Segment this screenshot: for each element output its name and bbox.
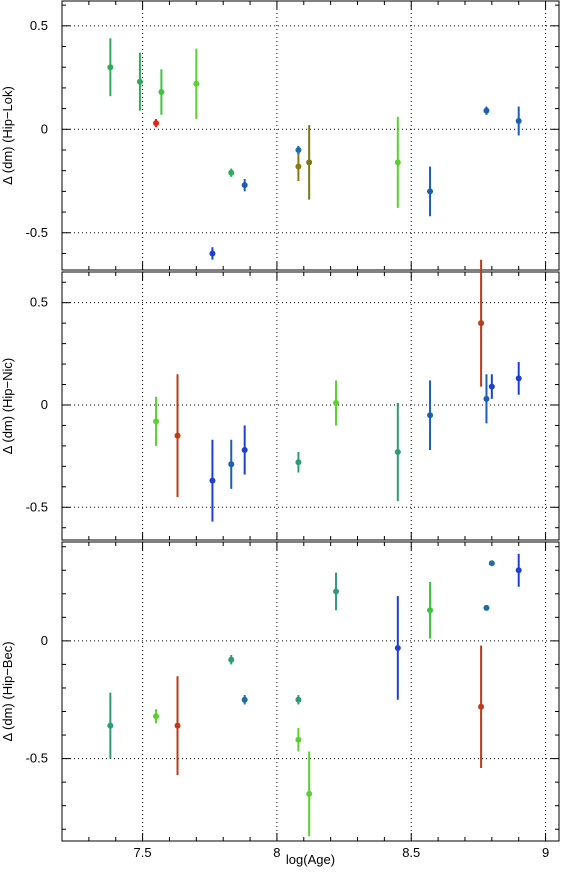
panel-frame	[61, 271, 560, 541]
data-point	[228, 656, 235, 663]
data-point	[174, 432, 181, 439]
data-point	[306, 159, 313, 166]
data-point	[478, 703, 485, 710]
y-axis-label: Δ (dm) (Hip−Lok)	[0, 86, 15, 185]
panel-3: 7.5 8 8.5 9 0 -0.5 Δ (dm) (Hip−Bec)	[0, 541, 560, 860]
x-tick-label: 8	[273, 845, 280, 860]
data-point	[427, 412, 434, 419]
y-tick-label: 0.5	[30, 295, 48, 310]
data-point	[228, 169, 235, 176]
y-tick-label: 0.5	[30, 18, 48, 33]
data-point	[153, 418, 160, 425]
data-point	[483, 395, 490, 402]
x-tick-label: 9	[542, 845, 549, 860]
data-point	[333, 399, 340, 406]
data-point	[483, 604, 490, 611]
data-point	[153, 713, 160, 720]
data-point	[295, 459, 302, 466]
data-point	[241, 696, 248, 703]
data-point	[136, 78, 143, 85]
data-point	[209, 250, 216, 257]
data-point	[295, 146, 302, 153]
data-point	[394, 449, 401, 456]
data-point	[241, 182, 248, 189]
data-point	[488, 560, 495, 567]
y-tick-label: -0.5	[26, 499, 48, 514]
data-point	[241, 446, 248, 453]
data-point	[295, 696, 302, 703]
data-point	[306, 790, 313, 797]
data-point	[295, 736, 302, 743]
x-tick-label: 7.5	[134, 845, 152, 860]
y-tick-label: -0.5	[26, 751, 48, 766]
data-point	[394, 159, 401, 166]
data-point	[153, 120, 160, 127]
data-point	[333, 588, 340, 595]
data-point	[483, 107, 490, 114]
data-point	[158, 89, 165, 96]
y-tick-label: 0	[41, 121, 48, 136]
y-tick-label: 0	[41, 397, 48, 412]
data-point	[174, 722, 181, 729]
panel-1: 0.5 0 -0.5 Δ (dm) (Hip−Lok)	[0, 0, 560, 271]
data-point	[394, 644, 401, 651]
panel-frame	[61, 541, 560, 842]
data-point	[295, 163, 302, 170]
data-point	[488, 383, 495, 390]
data-point	[193, 80, 200, 87]
y-tick-label: 0	[41, 633, 48, 648]
data-point	[228, 461, 235, 468]
x-tick-label: 8.5	[402, 845, 420, 860]
x-axis-label: log(Age)	[286, 852, 335, 867]
panel-frame	[61, 0, 560, 271]
y-axis-label: Δ (dm) (Hip−Nic)	[0, 358, 15, 454]
data-point	[515, 567, 522, 574]
panel-2: 0.5 0 -0.5 Δ (dm) (Hip−Nic)	[0, 259, 560, 541]
y-tick-label: -0.5	[26, 225, 48, 240]
data-point	[427, 607, 434, 614]
data-point	[515, 375, 522, 382]
data-point	[478, 320, 485, 327]
y-axis-label: Δ (dm) (Hip−Bec)	[0, 641, 15, 741]
data-point	[107, 64, 114, 71]
data-point	[515, 118, 522, 125]
data-point	[209, 477, 216, 484]
data-point	[427, 188, 434, 195]
data-point	[107, 722, 114, 729]
